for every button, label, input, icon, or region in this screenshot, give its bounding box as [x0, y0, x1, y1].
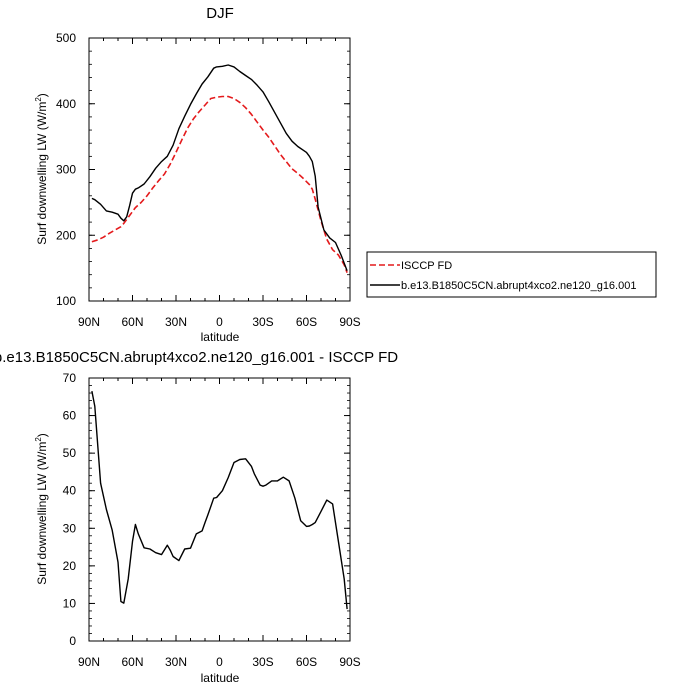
bottom-y-tick-label: 0	[69, 634, 76, 648]
bottom-panel-difference: b.e13.B1850C5CN.abrupt4xco2.ne120_g16.00…	[0, 349, 398, 685]
top-y-axis-label-sup: 2	[34, 97, 43, 102]
bottom-y-tick-label: 20	[63, 559, 77, 573]
bottom-y-axis-label-main: Surf downwelling LW (W/m	[35, 442, 49, 585]
bottom-y-tick-label: 60	[63, 409, 77, 423]
bottom-x-tick-label: 90N	[78, 655, 100, 669]
top-panel-djf: DJF 90N 60N 30N 0 30S 60S 90S 100 200 300 400 500 l…	[34, 5, 361, 344]
bottom-y-tick-label: 30	[63, 521, 77, 535]
bottom-y-tick-label: 70	[63, 371, 77, 385]
bottom-x-tick-label: 0	[216, 655, 223, 669]
bottom-ticks-group: 90N 60N 30N 0 30S 60S 90S 0 10 20 30 40 50 60 70	[63, 371, 361, 669]
bottom-x-tick-label: 90S	[339, 655, 360, 669]
bottom-x-tick-label: 30S	[252, 655, 273, 669]
bottom-x-tick-label: 60S	[296, 655, 317, 669]
bottom-y-tick-label: 50	[63, 446, 77, 460]
bottom-y-axis-label-sup: 2	[34, 437, 43, 442]
legend-box	[366, 251, 657, 298]
top-series-line-1	[91, 64, 348, 272]
top-y-tick-label: 100	[56, 294, 76, 308]
top-x-axis-label: latitude	[201, 330, 240, 344]
bottom-x-tick-label: 60N	[121, 655, 143, 669]
bottom-y-tick-label: 40	[63, 484, 77, 498]
top-y-tick-label: 200	[56, 228, 76, 242]
top-y-tick-label: 400	[56, 97, 76, 111]
legend-label-model: b.e13.B1850C5CN.abrupt4xco2.ne120_g16.00…	[401, 280, 636, 292]
top-ticks-group: 90N 60N 30N 0 30S 60S 90S 100 200 300 400 500	[56, 31, 361, 329]
bottom-x-axis-label: latitude	[201, 671, 240, 685]
top-series-group	[91, 64, 348, 273]
top-chart-title: DJF	[206, 5, 234, 22]
top-y-axis-label-main: Surf downwelling LW (W/m	[35, 102, 49, 245]
bottom-chart-title: b.e13.B1850C5CN.abrupt4xco2.ne120_g16.00…	[0, 349, 398, 366]
top-y-axis-label-close: )	[35, 93, 49, 97]
top-series-line-0	[91, 95, 348, 273]
top-plot-frame	[88, 37, 351, 302]
legend-label-isccp: ISCCP FD	[401, 260, 452, 272]
top-x-tick-label: 0	[216, 315, 223, 329]
top-x-tick-label: 30S	[252, 315, 273, 329]
top-x-tick-label: 60S	[296, 315, 317, 329]
bottom-series-group	[91, 390, 348, 610]
legend: ISCCP FD b.e13.B1850C5CN.abrupt4xco2.ne1…	[366, 251, 657, 298]
bottom-y-tick-label: 10	[63, 596, 77, 610]
bottom-plot-frame	[88, 377, 351, 642]
top-x-tick-label: 30N	[165, 315, 187, 329]
top-x-tick-label: 90N	[78, 315, 100, 329]
bottom-y-axis-label: Surf downwelling LW (W/m2)	[34, 433, 49, 585]
bottom-y-axis-label-close: )	[35, 433, 49, 437]
bottom-x-tick-label: 30N	[165, 655, 187, 669]
top-x-tick-label: 60N	[121, 315, 143, 329]
top-y-tick-label: 500	[56, 31, 76, 45]
top-y-tick-label: 300	[56, 163, 76, 177]
top-y-axis-label: Surf downwelling LW (W/m2)	[34, 93, 49, 245]
bottom-series-line-0	[91, 390, 348, 610]
top-x-tick-label: 90S	[339, 315, 360, 329]
